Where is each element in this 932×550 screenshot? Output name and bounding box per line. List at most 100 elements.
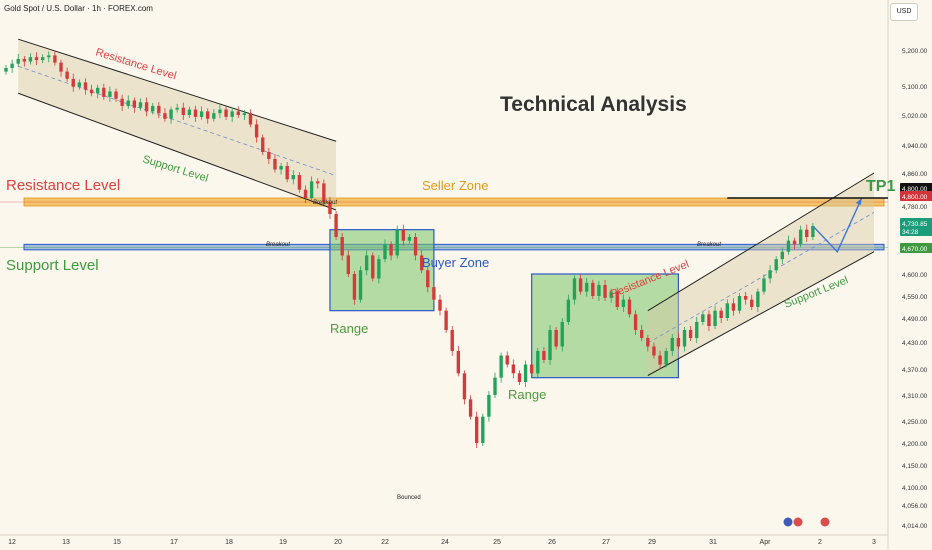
candle	[578, 278, 583, 292]
candle	[22, 59, 27, 62]
time-tick-label: Apr	[760, 539, 772, 546]
candle	[621, 299, 626, 307]
support-level-label: Support Level	[6, 257, 99, 274]
seller-zone-label: Seller Zone	[422, 178, 488, 193]
candle	[371, 255, 375, 279]
time-tick-label: 19	[279, 539, 287, 546]
price-tick-label: 4,860.00	[902, 171, 928, 178]
candle	[248, 113, 253, 125]
event-flag-icon[interactable]	[783, 517, 793, 527]
descending-channel-lower-line	[18, 92, 337, 211]
price-tick-label: 4,940.00	[902, 143, 928, 150]
candle	[487, 395, 491, 417]
candle	[798, 229, 803, 245]
time-tick-label: 22	[381, 539, 389, 546]
candle	[71, 78, 75, 87]
candle	[426, 270, 430, 288]
breakout-label-2: Breakout	[266, 242, 290, 248]
candle	[548, 330, 552, 360]
candle	[303, 189, 308, 198]
candle	[780, 251, 784, 260]
currency-button[interactable]: USD	[890, 3, 918, 21]
candle	[670, 338, 674, 351]
candle	[658, 355, 662, 365]
candle	[719, 310, 723, 318]
price-tick-label: 4,550.00	[902, 294, 928, 301]
ascending-channel-upper-line	[647, 172, 875, 312]
candle	[450, 330, 454, 351]
event-flag-icon[interactable]	[820, 517, 830, 527]
candle	[212, 113, 216, 119]
price-tick-label: 4,370.00	[902, 367, 928, 374]
price-tick-label: 4,056.00	[902, 503, 928, 510]
candle	[322, 183, 326, 202]
candle	[566, 299, 571, 322]
candle	[523, 364, 528, 382]
range-label-2: Range	[508, 387, 546, 402]
candle	[609, 291, 613, 298]
breakout-label-3: Breakout	[697, 242, 721, 248]
candle	[169, 109, 173, 119]
time-tick-label: 12	[8, 539, 16, 546]
candle	[77, 82, 82, 87]
candle	[462, 373, 467, 400]
candle	[774, 259, 778, 271]
candle	[444, 310, 448, 330]
candle	[53, 55, 57, 63]
candle	[132, 100, 137, 108]
candle	[743, 296, 748, 300]
candle	[481, 416, 485, 443]
candle	[603, 285, 607, 298]
time-tick-label: 31	[709, 539, 717, 546]
candle	[646, 338, 650, 347]
time-tick-label: 20	[334, 539, 342, 546]
price-tick-label: 4,250.00	[902, 419, 928, 426]
tp-price-badge-dark: 4,800.00	[902, 186, 928, 193]
candle	[267, 152, 271, 159]
candle	[10, 63, 14, 68]
candle	[291, 175, 295, 180]
candle	[713, 310, 717, 326]
candle	[187, 109, 192, 115]
candle	[151, 105, 155, 112]
candle	[401, 229, 406, 241]
candle	[316, 181, 320, 184]
candle	[206, 111, 210, 119]
price-tick-label: 4,490.00	[902, 316, 928, 323]
projection-arrowhead	[855, 198, 862, 205]
candle	[805, 229, 809, 237]
candle	[389, 244, 393, 256]
candle	[175, 107, 179, 110]
candle	[615, 291, 619, 307]
candle	[89, 89, 94, 94]
candle	[474, 416, 479, 443]
candle	[664, 351, 668, 365]
time-tick-label: 24	[441, 539, 449, 546]
ascending-channel-midline	[647, 212, 875, 344]
time-tick-label: 17	[170, 539, 178, 546]
chart-title: Technical Analysis	[500, 93, 687, 116]
candle	[334, 214, 338, 237]
time-tick-label: 27	[602, 539, 610, 546]
candle	[517, 373, 522, 382]
projection-path	[812, 197, 863, 253]
breakout-level-badge: 4,670.00	[902, 246, 928, 253]
event-flag-icon[interactable]	[793, 517, 803, 527]
candle	[750, 299, 754, 307]
countdown-timer: 34:28	[902, 229, 919, 236]
candle	[254, 124, 259, 138]
candle	[83, 82, 88, 90]
candle	[352, 274, 357, 300]
candle	[59, 62, 63, 72]
price-tick-label: 5,200.00	[902, 48, 928, 55]
candle	[560, 322, 564, 347]
breakout-level-badge-bg	[900, 243, 932, 253]
time-tick-label: 2	[818, 539, 822, 546]
descending-channel-upper-line	[18, 38, 337, 142]
time-tick-label: 13	[62, 539, 70, 546]
tp-price-badge-dark-bg	[900, 183, 932, 193]
candle	[701, 314, 705, 322]
